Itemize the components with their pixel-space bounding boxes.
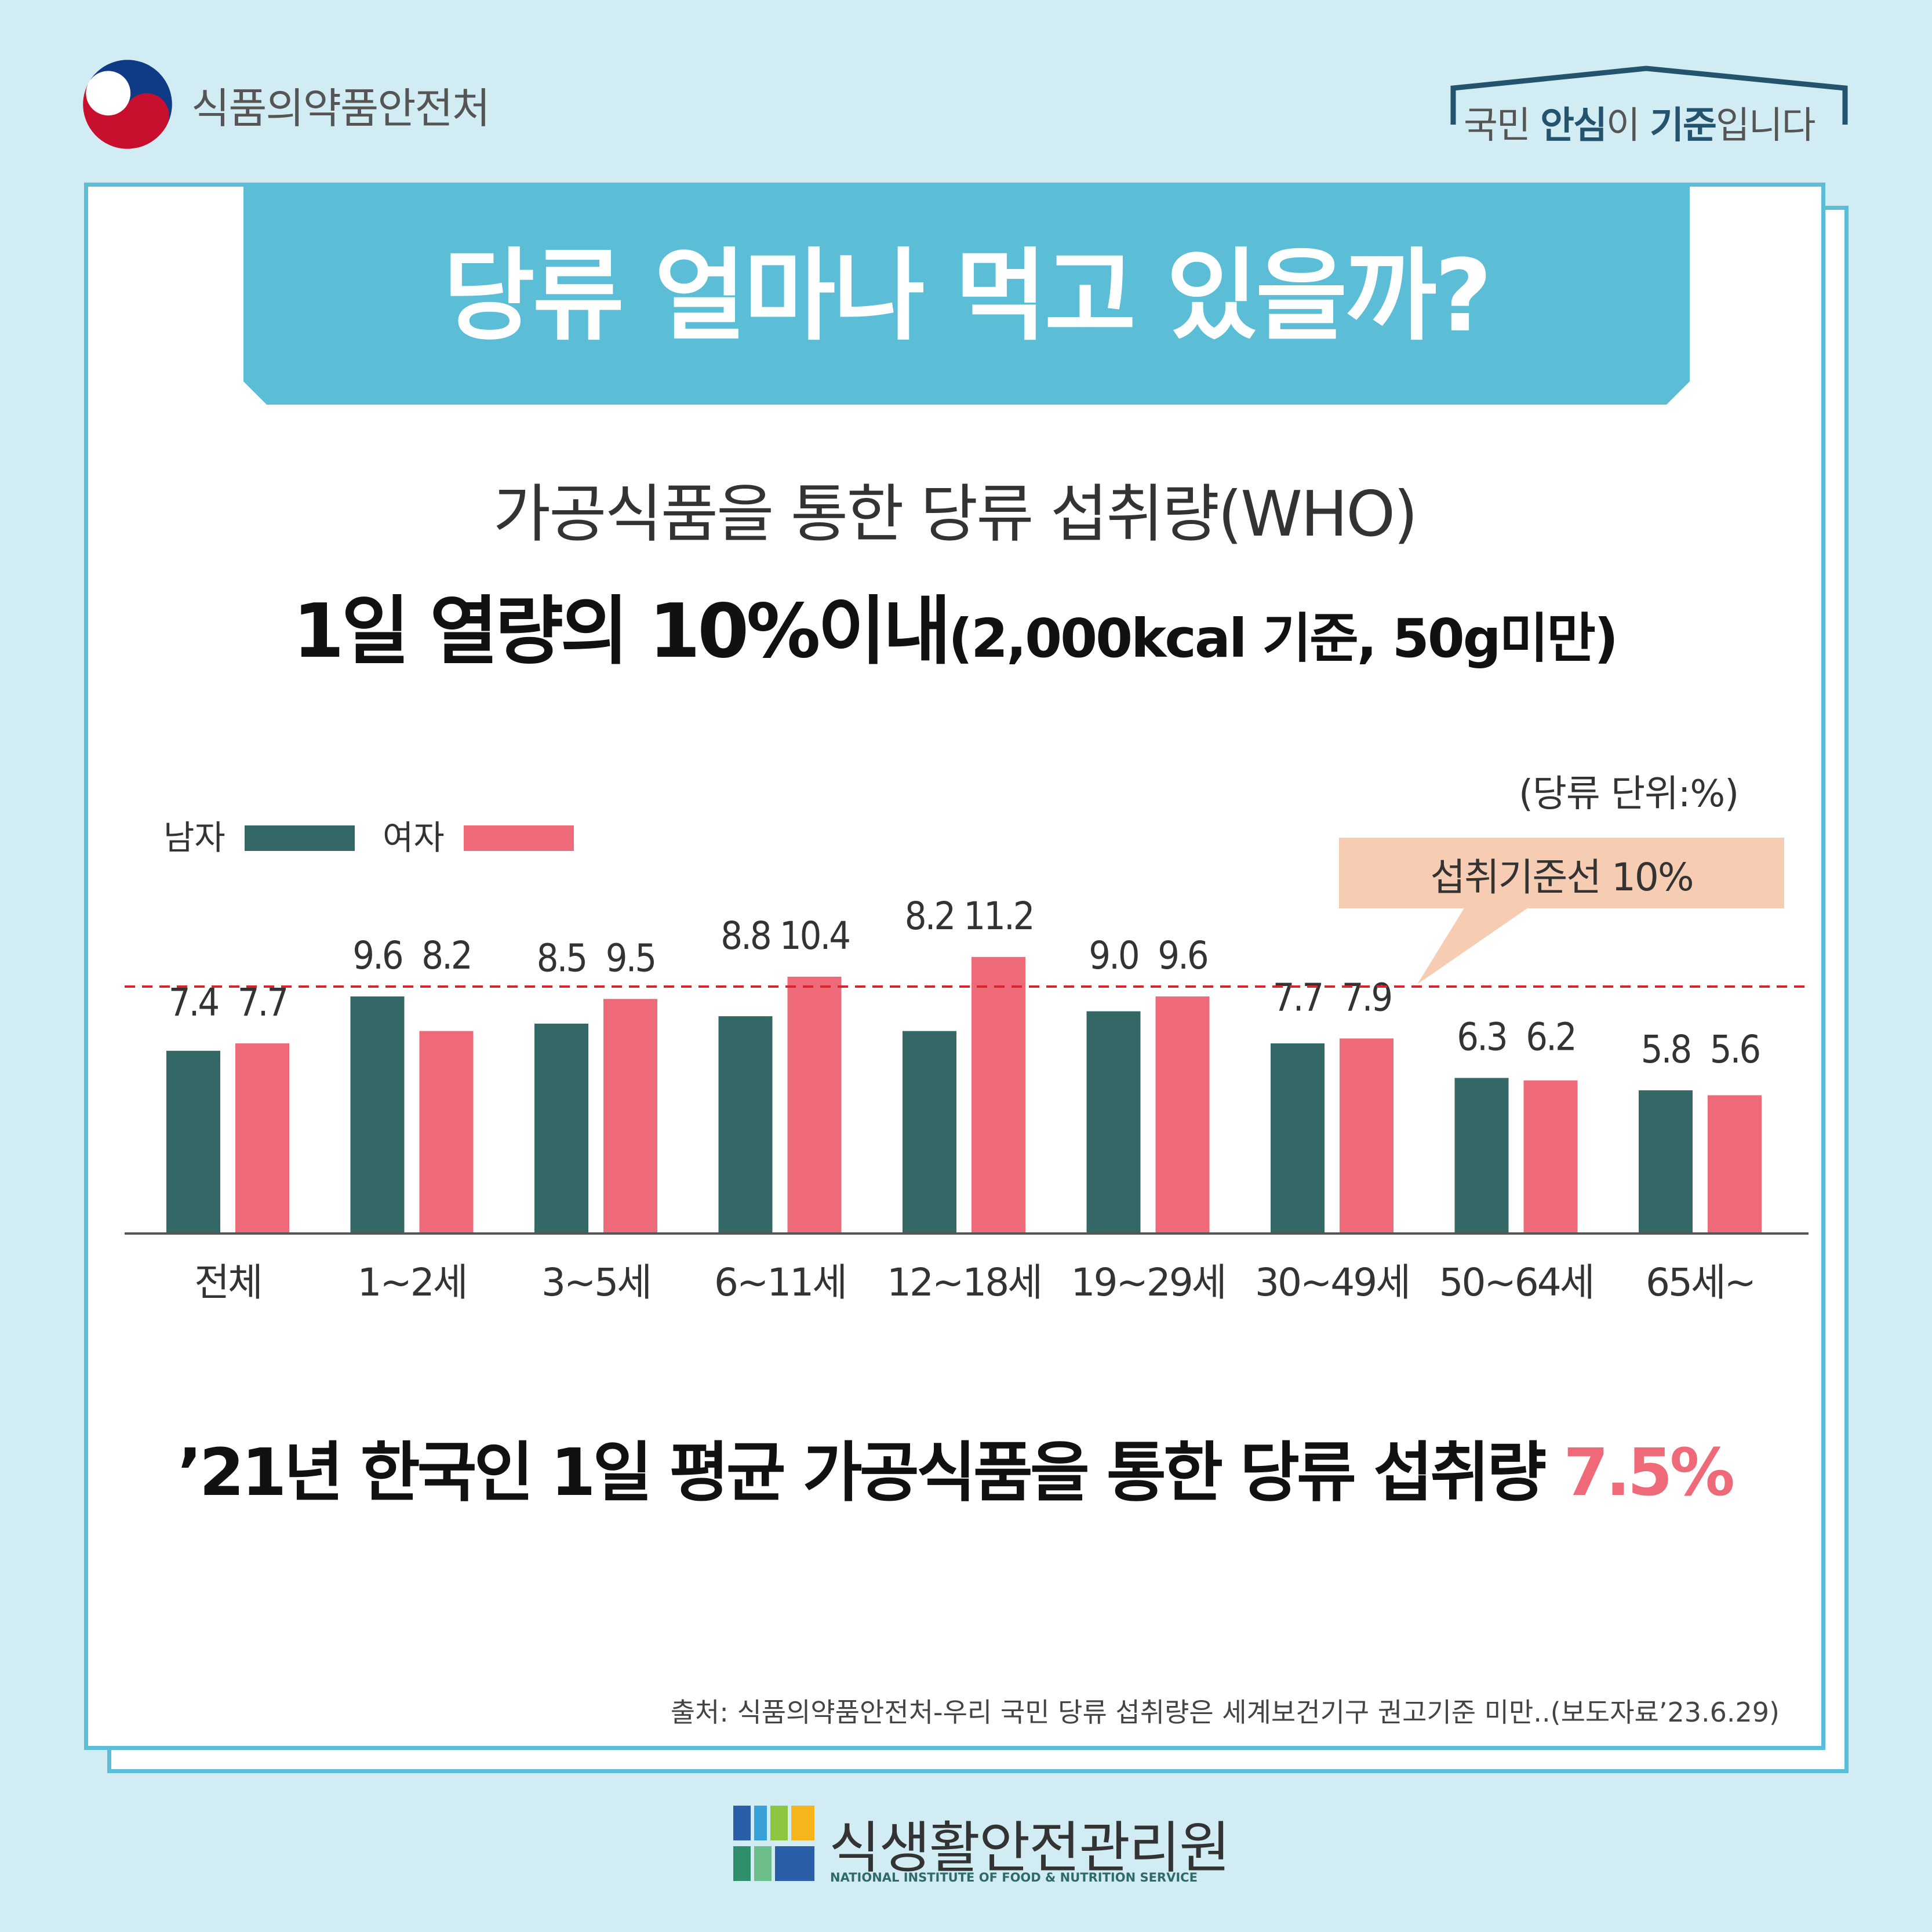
bar-female-4: [787, 976, 842, 1234]
bar-male-6: [1086, 1011, 1141, 1234]
bar-male-1: [166, 1050, 220, 1234]
legend-label-1: 남자: [163, 818, 225, 857]
category-label-9: 65세~: [1646, 1260, 1755, 1305]
reference-callout-label: 섭취기준선 10%: [1430, 855, 1694, 900]
value-label-female-2: 8.2: [421, 933, 471, 978]
value-label-male-4: 8.8: [721, 914, 770, 958]
category-label-3: 3~5세: [541, 1260, 650, 1305]
bar-female-8: [1523, 1080, 1578, 1234]
reference-callout-box: [1339, 838, 1784, 908]
bar-female-7: [1340, 1038, 1393, 1234]
bar-male-9: [1639, 1090, 1693, 1234]
bar-male-3: [534, 1023, 588, 1234]
value-label-male-1: 7.4: [169, 980, 219, 1025]
value-label-female-9: 5.6: [1710, 1027, 1760, 1072]
value-label-male-9: 5.8: [1641, 1027, 1690, 1072]
summary-value: 7.5%: [1563, 1435, 1735, 1511]
value-label-male-8: 6.3: [1457, 1015, 1506, 1060]
bar-male-7: [1271, 1043, 1325, 1234]
bar-female-2: [419, 1031, 474, 1234]
nifs-name: 식생활안전관리원: [829, 1815, 1231, 1880]
value-label-female-7: 7.9: [1342, 975, 1391, 1020]
value-label-male-6: 9.0: [1089, 933, 1138, 978]
category-label-1: 전체: [194, 1260, 261, 1305]
bar-female-1: [235, 1043, 289, 1234]
value-label-male-2: 9.6: [352, 933, 402, 978]
legend-swatch-1: [245, 825, 355, 851]
category-label-4: 6~11세: [714, 1260, 846, 1305]
legend-label-2: 여자: [383, 818, 445, 857]
slogan: 국민 안심이 기준입니다: [1464, 104, 1816, 147]
bar-male-5: [903, 1031, 956, 1234]
subtitle-line2: 1일 열량의 10%이내(2,000kcal 기준, 50g미만): [292, 588, 1618, 675]
value-label-male-7: 7.7: [1273, 975, 1322, 1020]
value-label-male-5: 8.2: [905, 894, 954, 938]
subtitle-line1: 가공식품을 통한 당류 섭취량(WHO): [493, 478, 1418, 551]
value-label-female-3: 9.5: [606, 936, 655, 980]
taegeuk-logo-icon: [83, 60, 172, 149]
bar-male-2: [350, 996, 405, 1234]
page-title: 당류 얼마나 먹고 있을까?: [443, 238, 1493, 354]
bar-female-3: [603, 999, 657, 1234]
bar-female-9: [1708, 1095, 1762, 1234]
callout-pointer: [1417, 904, 1533, 984]
category-label-6: 19~29세: [1071, 1260, 1225, 1305]
summary-statement: ’21년 한국인 1일 평균 가공식품을 통한 당류 섭취량 7.5%: [177, 1435, 1735, 1511]
category-label-8: 50~64세: [1439, 1260, 1593, 1305]
category-label-7: 30~49세: [1255, 1260, 1409, 1305]
unit-label: (당류 단위:%): [1519, 773, 1739, 816]
value-label-female-6: 9.6: [1158, 933, 1207, 978]
category-label-2: 1~2세: [357, 1260, 466, 1305]
nifs-logo-icon: [733, 1806, 814, 1881]
slogan-roof-frame: [1450, 66, 1848, 125]
bar-female-5: [972, 956, 1025, 1234]
legend-swatch-2: [464, 825, 574, 851]
nifs-name-english: NATIONAL INSTITUTE OF FOOD & NUTRITION S…: [830, 1871, 1198, 1884]
value-label-female-4: 10.4: [780, 914, 849, 958]
value-label-female-5: 11.2: [963, 894, 1033, 938]
value-label-female-1: 7.7: [238, 980, 287, 1025]
ministry-name: 식품의약품안전처: [191, 84, 490, 133]
value-label-male-3: 8.5: [537, 936, 586, 980]
bar-male-8: [1454, 1078, 1509, 1234]
category-label-5: 12~18세: [887, 1260, 1041, 1305]
value-label-female-8: 6.2: [1526, 1015, 1575, 1060]
content-card: [84, 183, 1825, 1750]
source-note: 출처: 식품의약품안전처-우리 국민 당류 섭취량은 세계보건기구 권고기준 미…: [670, 1697, 1780, 1728]
bar-male-4: [718, 1016, 773, 1234]
bar-female-6: [1155, 996, 1210, 1234]
title-banner: [243, 185, 1690, 405]
